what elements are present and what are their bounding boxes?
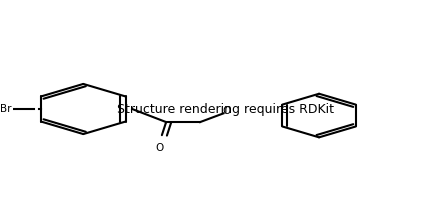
Text: O: O [223,106,231,116]
Text: Br: Br [0,104,11,114]
Text: O: O [155,143,164,153]
Text: Structure rendering requires RDKit: Structure rendering requires RDKit [117,102,334,116]
